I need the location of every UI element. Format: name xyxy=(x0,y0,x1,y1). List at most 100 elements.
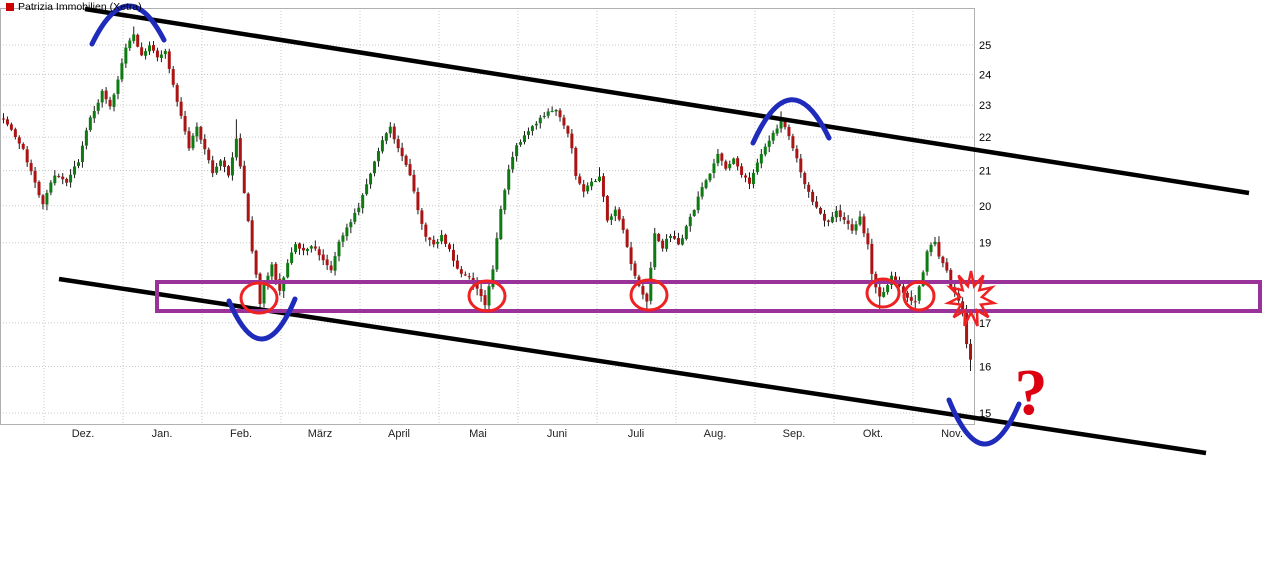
candle-body xyxy=(290,252,294,264)
candle-body xyxy=(744,175,748,178)
candle-body xyxy=(148,45,152,52)
candle-body xyxy=(254,250,258,275)
candle-body xyxy=(246,193,250,222)
y-tick-label: 19 xyxy=(979,238,991,250)
candle-body xyxy=(712,163,716,173)
candle-body xyxy=(41,195,45,205)
candle-body xyxy=(649,267,653,301)
candle-body xyxy=(45,192,49,205)
candle-body xyxy=(661,240,665,249)
candle-body xyxy=(586,185,590,192)
candle-body xyxy=(282,277,286,292)
candle-body xyxy=(787,126,791,137)
candlestick-series xyxy=(2,26,973,372)
swing-arc xyxy=(946,397,1022,447)
candle-body xyxy=(262,284,266,304)
x-tick-label: Mai xyxy=(469,428,487,440)
candle-body xyxy=(720,153,724,161)
candle-body xyxy=(270,264,274,277)
candle-body xyxy=(187,131,191,149)
candle-body xyxy=(716,153,720,164)
candle-body xyxy=(151,45,155,51)
candle-body xyxy=(234,138,238,158)
candle-body xyxy=(132,34,136,41)
candle-body xyxy=(676,238,680,245)
candle-body xyxy=(226,166,230,176)
question-mark-annotation: ? xyxy=(1015,356,1048,429)
candle-body xyxy=(901,286,905,293)
candle-body xyxy=(108,99,112,107)
candle-body xyxy=(747,177,751,184)
candle-body xyxy=(590,181,594,187)
candle-body xyxy=(455,260,459,269)
breakdown-star xyxy=(943,270,999,327)
candle-body xyxy=(799,158,803,173)
candle-body xyxy=(854,224,858,231)
candle-body xyxy=(921,272,925,286)
candle-body xyxy=(751,172,755,185)
candle-body xyxy=(692,210,696,216)
candle-body xyxy=(179,101,183,116)
candle-body xyxy=(684,226,688,239)
candle-body xyxy=(791,136,795,149)
candle-body xyxy=(112,94,116,107)
candle-body xyxy=(574,148,578,176)
candle-body xyxy=(708,173,712,181)
candle-body xyxy=(9,124,13,130)
candle-body xyxy=(811,191,815,202)
trendline xyxy=(58,276,1207,456)
candle-body xyxy=(846,220,850,224)
candle-body xyxy=(894,276,898,282)
support-touch-circle xyxy=(865,277,901,309)
candle-body xyxy=(925,251,929,272)
candle-body xyxy=(317,249,321,256)
candle-body xyxy=(223,160,227,167)
candle-body xyxy=(92,111,96,119)
candle-body xyxy=(483,295,487,306)
x-tick-label: Juli xyxy=(628,428,645,440)
candle-body xyxy=(258,273,262,305)
candle-body xyxy=(298,243,302,249)
x-tick-label: April xyxy=(388,428,410,440)
candle-body xyxy=(467,276,471,278)
candle-body xyxy=(945,262,949,271)
candle-body xyxy=(345,227,349,237)
x-tick-label: Feb. xyxy=(230,428,252,440)
candle-body xyxy=(88,117,92,131)
candle-body xyxy=(440,234,444,242)
candle-body xyxy=(534,123,538,126)
candle-body xyxy=(2,118,5,120)
candle-body xyxy=(870,243,874,274)
candle-body xyxy=(219,160,223,167)
candle-body xyxy=(400,147,404,157)
candle-body xyxy=(424,224,428,237)
x-tick-label: März xyxy=(308,428,332,440)
candle-body xyxy=(53,175,57,184)
candle-body xyxy=(325,259,329,266)
candle-body xyxy=(511,156,515,170)
candle-body xyxy=(100,90,104,103)
candle-body xyxy=(641,286,645,295)
candle-body xyxy=(416,191,420,211)
candle-body xyxy=(905,292,909,298)
candle-body xyxy=(57,176,61,178)
support-touch-circle xyxy=(467,279,507,313)
candle-body xyxy=(696,196,700,211)
candle-body xyxy=(329,265,333,271)
candle-body xyxy=(230,157,234,176)
candle-body xyxy=(965,311,969,345)
candle-body xyxy=(305,248,309,252)
candle-body xyxy=(913,301,917,303)
candle-body xyxy=(558,110,562,118)
candle-body xyxy=(337,241,341,257)
candle-body xyxy=(388,126,392,134)
candle-body xyxy=(526,131,530,135)
x-tick-label: Juni xyxy=(547,428,567,440)
candle-body xyxy=(779,120,783,129)
candle-body xyxy=(341,235,345,242)
candle-body xyxy=(73,166,77,175)
candle-body xyxy=(771,132,775,141)
candle-body xyxy=(475,283,479,289)
candle-body xyxy=(700,187,704,197)
